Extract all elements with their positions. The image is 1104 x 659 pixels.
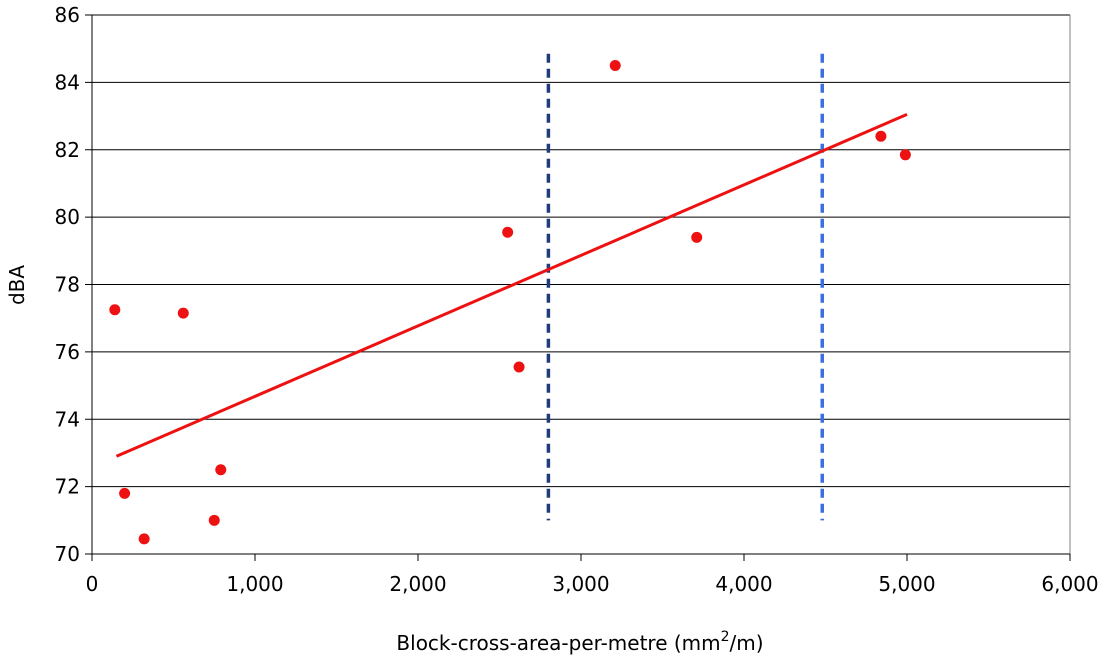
data-point: [502, 226, 514, 238]
y-tick-label: 84: [55, 70, 80, 94]
x-tick-label: 4,000: [715, 572, 772, 596]
data-point: [215, 464, 227, 476]
data-point: [208, 514, 220, 526]
trendline-layer: [115, 113, 908, 458]
y-tick-label: 76: [55, 340, 80, 364]
x-tick-label: 0: [86, 572, 99, 596]
y-tick-label: 78: [55, 273, 80, 297]
data-points: [109, 60, 911, 545]
y-tick-label: 82: [55, 138, 80, 162]
data-point: [119, 487, 131, 499]
y-tick-label: 72: [55, 475, 80, 499]
data-point: [177, 307, 189, 319]
data-point: [138, 533, 150, 545]
y-tick-label: 80: [55, 205, 80, 229]
grid-layer: [92, 14, 1071, 554]
x-tick-label: 3,000: [552, 572, 609, 596]
x-tick-label: 1,000: [226, 572, 283, 596]
data-point: [899, 149, 911, 161]
tick-labels: 70 72 74 76 78 80 82 84 86 0 1,000 2,000 3,000 4,000 5…: [55, 3, 1099, 596]
data-point: [875, 130, 887, 142]
x-tick-label: 2,000: [389, 572, 446, 596]
y-tick-label: 70: [55, 542, 80, 566]
x-axis-title: Block-cross-area-per-metre (mm2/m): [396, 629, 763, 655]
data-point: [691, 231, 703, 243]
trendline: [115, 113, 908, 458]
reference-lines: [546, 53, 824, 521]
x-tick-label: 5,000: [878, 572, 935, 596]
data-point: [109, 304, 121, 316]
data-point: [609, 60, 621, 72]
y-axis-title: dBA: [5, 265, 29, 305]
data-point: [513, 361, 525, 373]
x-tick-label: 6,000: [1041, 572, 1098, 596]
y-tick-label: 86: [55, 3, 80, 27]
axes: [85, 14, 1071, 561]
y-tick-label: 74: [55, 407, 80, 431]
